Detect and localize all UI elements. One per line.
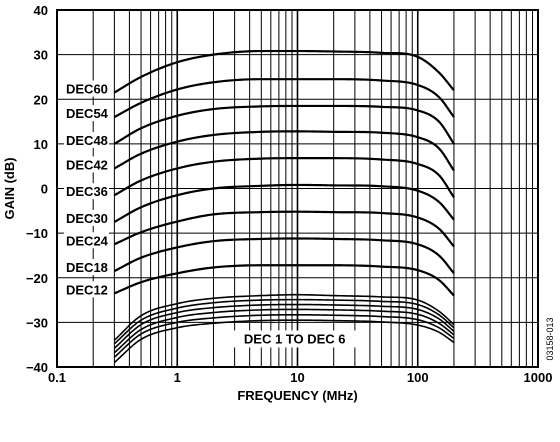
gain-curve — [113, 293, 455, 341]
x-axis-title: FREQUENCY (MHz) — [237, 388, 357, 403]
curve-label-background — [64, 183, 109, 200]
y-tick-label: −40 — [26, 360, 48, 375]
curve-labels: DEC60 DEC54 DEC48 DEC42 DEC36 DEC30 DEC24 DEC18… — [66, 82, 346, 347]
curve-label-background — [64, 281, 109, 298]
x-tick-labels: 0.1 1 10 100 1000 — [48, 370, 553, 385]
curve-label-background — [64, 232, 109, 249]
x-tick-label: 0.1 — [48, 370, 66, 385]
y-tick-label: 20 — [34, 92, 48, 107]
gain-curve — [113, 130, 455, 172]
y-tick-label: 0 — [41, 182, 48, 197]
gain-curves — [113, 49, 455, 364]
curve-label-background — [64, 209, 109, 226]
curve-label: DEC30 — [66, 211, 108, 226]
curve-label-background — [64, 156, 109, 173]
x-tick-label: 1 — [174, 370, 181, 385]
curve-label: DEC54 — [66, 106, 109, 121]
gain-curve — [113, 78, 455, 119]
y-tick-label: −30 — [26, 315, 48, 330]
group-label-background — [233, 330, 357, 348]
group-label: DEC 1 TO DEC 6 — [244, 331, 346, 346]
curve-label: DEC42 — [66, 157, 108, 172]
y-axis-title: GAIN (dB) — [2, 157, 17, 219]
gain-curve — [113, 303, 455, 349]
gain-curve — [113, 237, 455, 274]
figure-id: 03158-013 — [545, 317, 555, 360]
curve-label: DEC48 — [66, 133, 108, 148]
gain-curve — [113, 183, 455, 223]
y-tick-label: 40 — [34, 3, 48, 18]
curve-label-background — [64, 259, 109, 276]
major-grid — [57, 10, 538, 367]
x-tick-label: 10 — [290, 370, 304, 385]
gain-curve — [113, 319, 455, 364]
x-tick-label: 1000 — [524, 370, 553, 385]
y-tick-label: 10 — [34, 137, 48, 152]
y-tick-labels: 40 30 20 10 0 −10 −20 −30 −40 — [26, 3, 48, 375]
curve-label-background — [64, 80, 109, 97]
curve-label: DEC36 — [66, 184, 108, 199]
gain-curve — [113, 49, 455, 94]
gain-curve — [113, 157, 455, 199]
curve-label: DEC12 — [66, 282, 108, 297]
curve-label-backgrounds — [64, 80, 357, 348]
plot-frame — [56, 9, 539, 368]
y-tick-label: 30 — [34, 48, 48, 63]
y-tick-label: −10 — [26, 226, 48, 241]
curve-label-background — [64, 105, 109, 122]
curve-label: DEC18 — [66, 260, 108, 275]
curve-label: DEC60 — [66, 82, 108, 97]
gain-curve — [113, 308, 455, 354]
x-tick-label: 100 — [407, 370, 429, 385]
gain-curve — [113, 210, 455, 248]
curve-label-background — [64, 131, 109, 148]
curve-label: DEC24 — [66, 233, 109, 248]
gain-curve — [113, 313, 455, 358]
gain-curve — [113, 104, 455, 145]
gain-curve — [113, 298, 455, 345]
y-tick-label: −20 — [26, 271, 48, 286]
gain-curve — [113, 264, 455, 297]
